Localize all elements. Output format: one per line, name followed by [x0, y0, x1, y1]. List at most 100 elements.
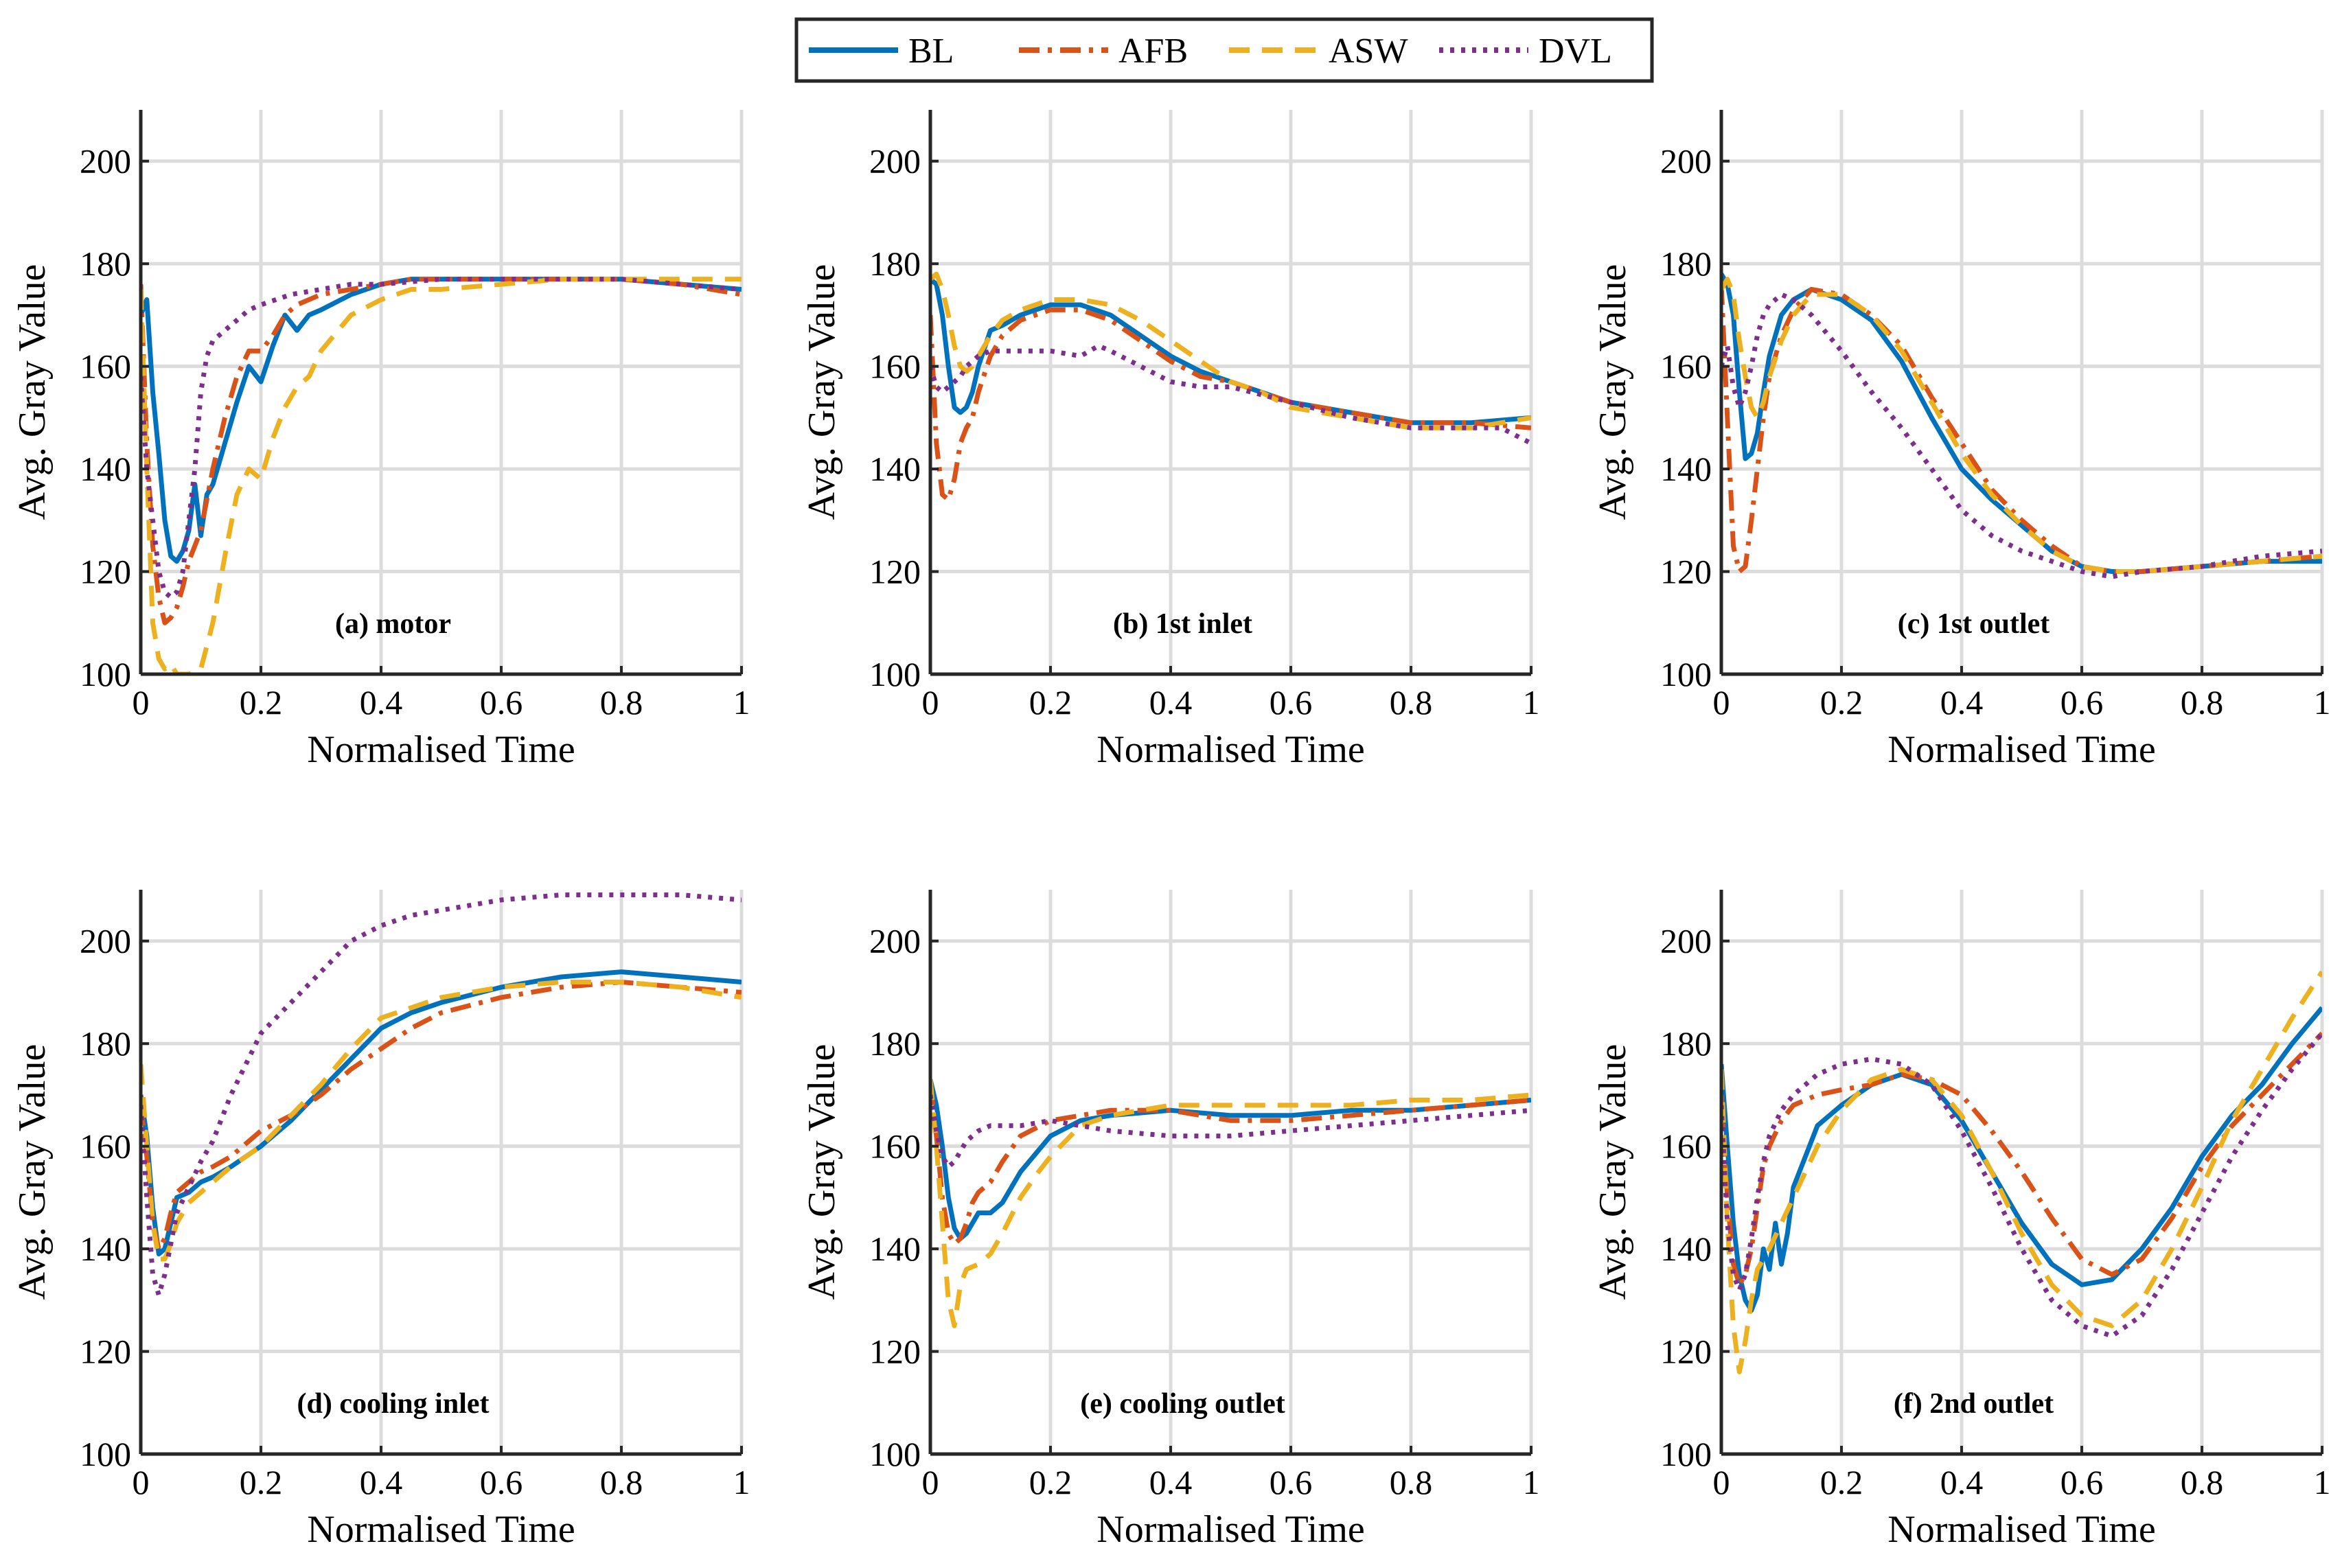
x-tick-label: 0.4 [1149, 1463, 1193, 1501]
legend-entry-asw: ASW [1229, 32, 1408, 71]
legend-label-asw: ASW [1329, 32, 1408, 71]
x-tick-label: 0.8 [1390, 1463, 1433, 1501]
y-tick-label: 200 [1660, 142, 1712, 181]
x-tick-label: 0.8 [1390, 683, 1433, 722]
y-axis-label: Avg. Gray Value [801, 1044, 843, 1300]
x-tick-label: 1 [1523, 683, 1540, 722]
y-tick-label: 180 [1660, 1024, 1712, 1063]
x-tick-label: 1 [2314, 683, 2331, 722]
y-tick-label: 100 [869, 655, 921, 693]
x-tick-label: 0.2 [1820, 1463, 1863, 1501]
y-tick-label: 160 [1660, 347, 1712, 386]
panel-label: (b) 1st inlet [1113, 608, 1252, 640]
series-line-asw [1721, 970, 2322, 1374]
y-tick-label: 140 [869, 1230, 921, 1268]
y-tick-label: 200 [80, 922, 131, 960]
x-axis-label: Normalised Time [1887, 1508, 2155, 1551]
x-axis-label: Normalised Time [1097, 728, 1364, 771]
y-tick-label: 140 [869, 450, 921, 488]
y-axis-label: Avg. Gray Value [1592, 264, 1634, 520]
panel-c: 0 0.2 0.4 0.6 0.8 1 100 120 140 160 180 200 Normalis… [1592, 110, 2331, 771]
x-axis-label: Normalised Time [1887, 728, 2155, 771]
y-axis-label: Avg. Gray Value [11, 1044, 54, 1300]
x-tick-label: 0.4 [360, 1463, 403, 1501]
y-tick-label: 200 [869, 922, 921, 960]
y-tick-label: 180 [80, 1024, 131, 1063]
series-line-dvl [1721, 1031, 2322, 1339]
y-tick-label: 200 [869, 142, 921, 181]
x-tick-label: 0 [922, 683, 939, 722]
legend-label-afb: AFB [1118, 32, 1188, 71]
panel-label: (d) cooling inlet [297, 1388, 490, 1420]
y-tick-label: 120 [1660, 553, 1712, 591]
x-tick-label: 0.4 [360, 683, 403, 722]
x-tick-label: 0.2 [240, 683, 283, 722]
x-tick-label: 0 [133, 1463, 150, 1501]
x-tick-label: 0.2 [240, 1463, 283, 1501]
y-axis-label: Avg. Gray Value [11, 264, 54, 520]
y-tick-label: 120 [1660, 1333, 1712, 1371]
panel-d: 0 0.2 0.4 0.6 0.8 1 100 120 140 160 180 200 Normalis… [11, 890, 750, 1551]
series-line-bl [1721, 273, 2322, 574]
series-line-asw [930, 1079, 1531, 1328]
panel-label: (e) cooling outlet [1080, 1388, 1285, 1420]
y-tick-label: 140 [80, 450, 131, 488]
x-tick-label: 0.4 [1940, 683, 1984, 722]
y-tick-label: 100 [80, 655, 131, 693]
legend-entry-afb: AFB [1019, 32, 1188, 71]
series-line-dvl [141, 277, 742, 600]
x-tick-label: 0.8 [2181, 1463, 2224, 1501]
y-tick-label: 100 [80, 1435, 131, 1473]
y-tick-label: 160 [869, 347, 921, 386]
x-axis-label: Normalised Time [1097, 1508, 1364, 1551]
y-tick-label: 200 [80, 142, 131, 181]
x-tick-label: 0.8 [600, 1463, 643, 1501]
legend-label-dvl: DVL [1539, 32, 1612, 71]
x-tick-label: 0.6 [1270, 1463, 1313, 1501]
series-line-bl [141, 277, 742, 564]
x-tick-label: 0.8 [2181, 683, 2224, 722]
y-tick-label: 200 [1660, 922, 1712, 960]
panel-a: 0 0.2 0.4 0.6 0.8 1 100 120 140 160 180 200 Normalis… [11, 110, 750, 771]
y-tick-label: 160 [869, 1127, 921, 1166]
legend-box [794, 17, 1654, 83]
x-tick-label: 1 [1523, 1463, 1540, 1501]
series-line-afb [1721, 1031, 2322, 1287]
y-tick-label: 160 [1660, 1127, 1712, 1166]
panel-f: 0 0.2 0.4 0.6 0.8 1 100 120 140 160 180 200 Normalis… [1592, 890, 2331, 1551]
x-tick-label: 0.6 [480, 683, 523, 722]
series-line-dvl [1721, 292, 2322, 579]
y-axis-label: Avg. Gray Value [801, 264, 843, 520]
series-line-afb [141, 980, 742, 1252]
x-tick-label: 0.4 [1149, 683, 1193, 722]
x-tick-label: 0.4 [1940, 1463, 1984, 1501]
series-line-dvl [141, 892, 742, 1298]
x-tick-label: 0.2 [1029, 683, 1072, 722]
x-tick-label: 0.8 [600, 683, 643, 722]
x-tick-label: 0.6 [480, 1463, 523, 1501]
series-line-asw [141, 980, 742, 1262]
y-axis-label: Avg. Gray Value [1592, 1044, 1634, 1300]
y-tick-label: 180 [80, 244, 131, 283]
series-line-asw [930, 271, 1531, 430]
panel-label: (a) motor [335, 608, 451, 640]
series-line-dvl [930, 343, 1531, 446]
panel-label: (f) 2nd outlet [1894, 1388, 2054, 1420]
y-tick-label: 140 [80, 1230, 131, 1268]
x-tick-label: 1 [733, 1463, 750, 1501]
x-tick-label: 0.2 [1029, 1463, 1072, 1501]
x-tick-label: 0.2 [1820, 683, 1863, 722]
legend-entry-bl: BL [809, 32, 954, 71]
panel-b: 0 0.2 0.4 0.6 0.8 1 100 120 140 160 180 200 Normalis… [801, 110, 1540, 771]
x-tick-label: 0 [1713, 1463, 1730, 1501]
legend-entry-dvl: DVL [1439, 32, 1612, 71]
legend: BL AFB ASW DVL [794, 17, 1654, 83]
y-tick-label: 160 [80, 347, 131, 386]
x-tick-label: 0.6 [2060, 683, 2104, 722]
x-tick-label: 1 [733, 683, 750, 722]
y-tick-label: 100 [1660, 1435, 1712, 1473]
x-tick-label: 0.6 [2060, 1463, 2104, 1501]
panel-e: 0 0.2 0.4 0.6 0.8 1 100 120 140 160 180 200 Normalis… [801, 890, 1540, 1551]
y-tick-label: 100 [1660, 655, 1712, 693]
